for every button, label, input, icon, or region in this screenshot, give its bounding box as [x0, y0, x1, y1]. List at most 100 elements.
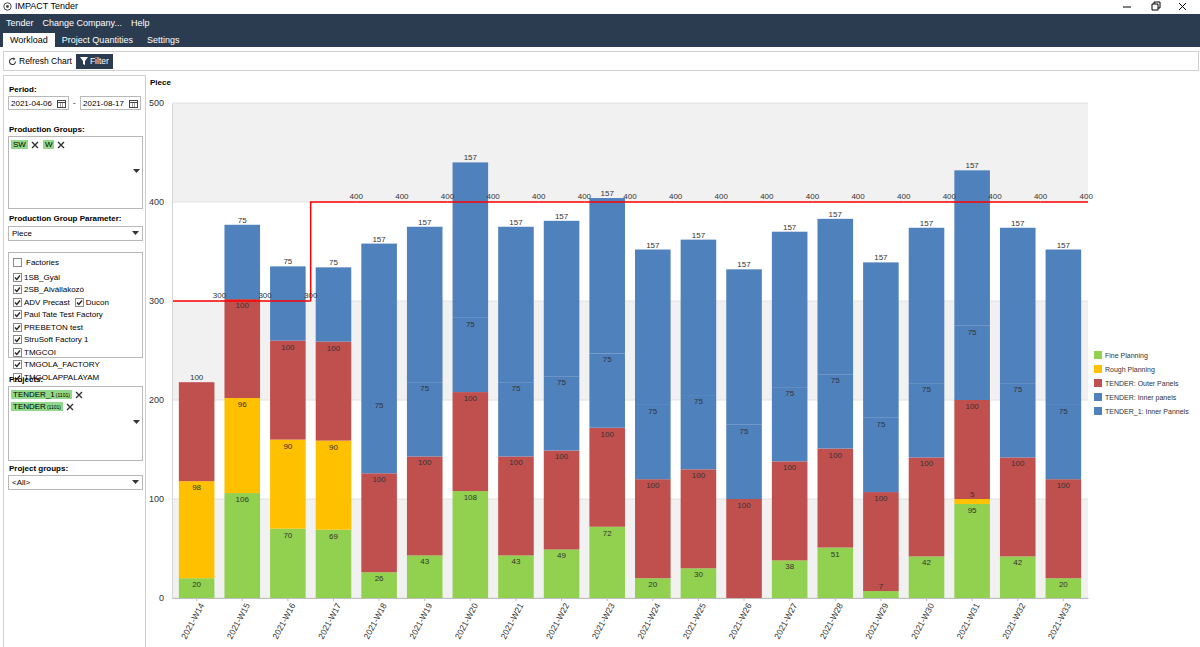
tab[interactable]: Settings	[140, 33, 187, 47]
x-tick-mark	[470, 598, 471, 601]
x-tick: 2021-W17	[316, 598, 343, 641]
tab[interactable]: Workload	[3, 33, 55, 47]
dropdown-arrow	[132, 231, 139, 236]
data-label: 157	[372, 235, 386, 244]
checkbox-box	[14, 273, 22, 281]
menu-item[interactable]: Help	[131, 18, 150, 28]
data-label: 100	[874, 494, 888, 503]
data-label: 100	[190, 373, 204, 382]
checkbox	[13, 310, 22, 319]
bar-segment	[817, 219, 853, 374]
bar-segment	[544, 450, 580, 549]
y-tick: 0	[159, 593, 172, 603]
bar-segment	[316, 441, 352, 530]
filter-button[interactable]: Filter	[76, 54, 113, 69]
checkbox-check	[15, 363, 20, 367]
filter-panel: Period:2021-04-06-2021-08-17Production G…	[3, 75, 146, 647]
chip[interactable]: TENDER(1101)	[11, 402, 83, 411]
data-label: 75	[603, 355, 612, 364]
bar-segment	[954, 499, 990, 504]
factory-item[interactable]: 2SB_Alvállakozó	[13, 284, 84, 297]
refresh-arrow	[13, 57, 16, 60]
chip-code: (1101)	[56, 392, 70, 398]
calendar-frame	[130, 100, 138, 107]
menu-item[interactable]: Tender	[6, 18, 34, 28]
factory-item[interactable]: 1SB_Gyál	[13, 271, 60, 284]
data-label: 100	[509, 458, 523, 467]
data-label: 100	[601, 430, 615, 439]
capacity-line-segment	[1041, 201, 1088, 203]
data-label: 157	[874, 253, 888, 262]
bar-segment	[635, 479, 671, 578]
factory-item[interactable]: StruSoft Factory 1	[13, 334, 88, 347]
data-label: 100	[692, 471, 706, 480]
factory-item[interactable]: TMGOLA_FACTORY	[13, 359, 100, 372]
bar-segment	[772, 387, 808, 461]
legend-label: TENDER_1: Inner Pannels	[1105, 408, 1189, 416]
factory-label: TMGCOI	[24, 348, 56, 357]
refresh-button[interactable]: Refresh Chart	[8, 54, 72, 68]
capacity-line-segment	[721, 201, 767, 203]
factories-label: Factories	[26, 258, 59, 267]
data-label: 108	[464, 493, 478, 502]
tab[interactable]: Project Quantities	[55, 33, 140, 47]
factory-label: 1SB_Gyál	[24, 273, 60, 282]
period-label: Period:	[9, 85, 37, 94]
y-tick-label: 500	[149, 98, 164, 108]
checkbox-check	[77, 300, 82, 304]
data-label: 75	[329, 258, 338, 267]
bar-segment	[954, 504, 990, 598]
date-input[interactable]: 2021-04-06	[8, 96, 69, 110]
chip[interactable]: W	[43, 140, 66, 149]
bar-segment	[224, 225, 260, 299]
factories-group: Factories 1SB_Gyál 2SB_AlvállakozóADV Prec…	[8, 252, 143, 358]
factory-item[interactable]: PREBETON test	[13, 321, 83, 334]
date-input[interactable]: 2021-08-17	[80, 96, 141, 110]
data-label: 75	[831, 376, 840, 385]
data-label: 75	[694, 397, 703, 406]
bar-segment	[270, 440, 306, 529]
factory-item[interactable]: ADV Precast	[13, 296, 70, 309]
data-label: 75	[648, 407, 657, 416]
data-label: 157	[646, 241, 660, 250]
bar-segment	[954, 170, 990, 325]
chip-remove-glyph	[67, 404, 73, 410]
dropdown-value: Piece	[12, 229, 32, 238]
toolbar: Refresh Chart Filter	[3, 51, 1199, 71]
menu-item[interactable]: Change Company...	[43, 18, 122, 28]
factory-item[interactable]: Ducon	[75, 296, 109, 309]
factory-item[interactable]: TMGCOI	[13, 346, 56, 359]
factory-label: Paul Tate Test Factory	[24, 310, 103, 319]
data-label: 75	[785, 389, 794, 398]
dropdown-arrow-glyph	[133, 169, 140, 173]
bar-segment	[224, 398, 260, 493]
factories-header[interactable]: Factories	[13, 258, 59, 267]
data-label: 400	[350, 192, 364, 201]
chip[interactable]: SW	[11, 140, 39, 149]
bar-segment	[909, 556, 945, 598]
factory-item[interactable]: Paul Tate Test Factory	[13, 309, 103, 322]
data-label: 75	[968, 328, 977, 337]
x-tick-mark	[515, 598, 516, 601]
parameter-dropdown[interactable]: Piece	[8, 226, 143, 241]
data-label: 400	[943, 192, 957, 201]
checkbox-box	[14, 336, 22, 344]
data-label: 400	[760, 192, 774, 201]
bar-segment	[863, 492, 899, 591]
marks	[172, 162, 1088, 598]
x-tick-mark	[196, 598, 197, 601]
x-tick-mark	[972, 598, 973, 601]
checkbox-box	[14, 259, 22, 267]
capacity-line-segment	[858, 201, 904, 203]
data-label: 100	[372, 475, 386, 484]
x-tick-label: 2021-W31	[955, 601, 982, 641]
data-label: 300	[258, 291, 272, 300]
data-label: 26	[375, 574, 384, 583]
chip[interactable]: TENDER_1(1101)	[11, 390, 83, 399]
x-tick: 2021-W19	[407, 598, 434, 641]
y-tick: 200	[149, 395, 172, 405]
bar-segment	[1046, 250, 1082, 405]
project-groups-dropdown[interactable]: <All>	[8, 475, 143, 490]
capacity-line-segment	[539, 201, 585, 203]
chip-remove	[31, 141, 39, 149]
